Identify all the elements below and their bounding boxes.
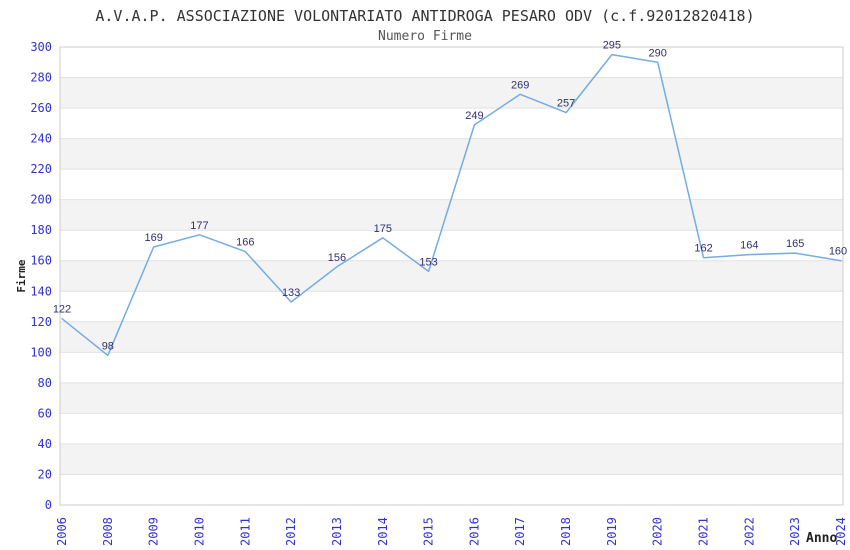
- y-axis-title: Firme: [15, 259, 28, 293]
- x-tick-label: 2018: [559, 517, 573, 546]
- y-tick-label: 260: [30, 101, 52, 115]
- x-tick-label: 2021: [697, 517, 711, 546]
- y-tick-label: 240: [30, 132, 52, 146]
- y-tick-label: 100: [30, 345, 52, 359]
- plot-band: [60, 138, 843, 170]
- y-tick-label: 140: [30, 284, 52, 298]
- x-tick-label: 2023: [788, 517, 802, 546]
- plot-band: [60, 443, 843, 475]
- x-tick-label: 2008: [101, 517, 115, 546]
- plot-band: [60, 321, 843, 353]
- data-label: 156: [328, 252, 346, 264]
- data-label: 269: [511, 79, 529, 91]
- y-tick-label: 120: [30, 315, 52, 329]
- x-axis-title: Anno: [806, 531, 838, 546]
- x-tick-label: 2010: [192, 517, 206, 546]
- data-label: 162: [694, 243, 712, 255]
- x-tick-label: 2014: [376, 517, 390, 546]
- x-tick-label: 2013: [330, 517, 344, 546]
- y-tick-label: 80: [38, 376, 52, 390]
- x-tick-label: 2012: [284, 517, 298, 546]
- plot-border: [59, 46, 844, 506]
- x-tick-label: 2006: [55, 517, 69, 546]
- chart-title: A.V.A.P. ASSOCIAZIONE VOLONTARIATO ANTID…: [95, 7, 755, 25]
- data-label: 290: [649, 47, 667, 59]
- y-tick-label: 160: [30, 254, 52, 268]
- chart-subtitle: Numero Firme: [378, 29, 472, 44]
- y-tick-label: 300: [30, 40, 52, 54]
- plot-band: [60, 382, 843, 414]
- y-tick-label: 0: [45, 498, 52, 512]
- data-label: 160: [829, 246, 847, 258]
- data-label: 122: [53, 304, 71, 316]
- x-tick-label: 2019: [605, 517, 619, 546]
- y-tick-label: 20: [38, 467, 52, 481]
- y-tick-label: 60: [38, 406, 52, 420]
- data-label: 153: [419, 256, 437, 268]
- x-tick-label: 2009: [147, 517, 161, 546]
- data-label: 166: [236, 237, 254, 249]
- x-tick-label: 2022: [742, 517, 756, 546]
- series-line: [61, 53, 842, 357]
- x-tick-label: 2017: [513, 517, 527, 546]
- data-label: 164: [740, 240, 758, 252]
- data-label: 249: [465, 110, 483, 122]
- y-tick-label: 280: [30, 71, 52, 85]
- x-tick-label: 2020: [651, 517, 665, 546]
- x-tick-label: 2011: [238, 517, 252, 546]
- x-tick-label: 2015: [422, 517, 436, 546]
- data-label: 165: [786, 238, 804, 250]
- data-label: 177: [190, 220, 208, 232]
- x-tick-label: 2016: [467, 517, 481, 546]
- data-label: 175: [374, 223, 392, 235]
- y-tick-label: 200: [30, 193, 52, 207]
- y-tick-label: 180: [30, 223, 52, 237]
- x-tick-label: 2024: [834, 517, 848, 546]
- data-label: 133: [282, 287, 300, 299]
- data-label: 169: [144, 232, 162, 244]
- plot-band: [60, 260, 843, 292]
- y-tick-label: 220: [30, 162, 52, 176]
- y-tick-label: 40: [38, 437, 52, 451]
- plot-band: [60, 77, 843, 109]
- data-label: 257: [557, 98, 575, 110]
- data-label: 98: [102, 340, 114, 352]
- data-label: 295: [603, 40, 621, 52]
- plot-band: [60, 199, 843, 231]
